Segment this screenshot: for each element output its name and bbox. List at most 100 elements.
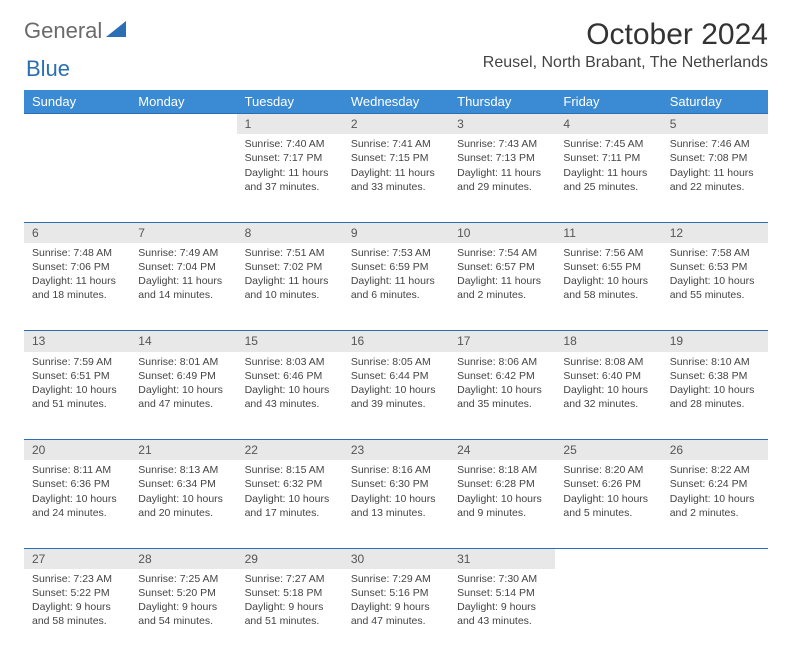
day-content: Sunrise: 8:13 AMSunset: 6:34 PMDaylight:… bbox=[130, 460, 236, 526]
daylight-line: Daylight: 10 hours and 28 minutes. bbox=[670, 383, 760, 411]
sunset-line: Sunset: 6:57 PM bbox=[457, 260, 547, 274]
sunset-line: Sunset: 6:46 PM bbox=[245, 369, 335, 383]
sunset-line: Sunset: 6:36 PM bbox=[32, 477, 122, 491]
content-row: Sunrise: 7:23 AMSunset: 5:22 PMDaylight:… bbox=[24, 569, 768, 657]
sunset-line: Sunset: 6:26 PM bbox=[563, 477, 653, 491]
day-cell bbox=[130, 134, 236, 222]
day-cell: Sunrise: 7:48 AMSunset: 7:06 PMDaylight:… bbox=[24, 243, 130, 331]
day-content: Sunrise: 7:30 AMSunset: 5:14 PMDaylight:… bbox=[449, 569, 555, 635]
sunset-line: Sunset: 6:30 PM bbox=[351, 477, 441, 491]
weekday-header: Thursday bbox=[449, 90, 555, 114]
daylight-line: Daylight: 10 hours and 24 minutes. bbox=[32, 492, 122, 520]
content-row: Sunrise: 7:40 AMSunset: 7:17 PMDaylight:… bbox=[24, 134, 768, 222]
content-row: Sunrise: 7:59 AMSunset: 6:51 PMDaylight:… bbox=[24, 352, 768, 440]
day-content: Sunrise: 7:23 AMSunset: 5:22 PMDaylight:… bbox=[24, 569, 130, 635]
sunrise-line: Sunrise: 7:43 AM bbox=[457, 137, 547, 151]
day-content: Sunrise: 7:54 AMSunset: 6:57 PMDaylight:… bbox=[449, 243, 555, 309]
day-cell: Sunrise: 7:27 AMSunset: 5:18 PMDaylight:… bbox=[237, 569, 343, 657]
sunset-line: Sunset: 7:08 PM bbox=[670, 151, 760, 165]
sunrise-line: Sunrise: 7:53 AM bbox=[351, 246, 441, 260]
daylight-line: Daylight: 9 hours and 43 minutes. bbox=[457, 600, 547, 628]
daynum-row: 6789101112 bbox=[24, 222, 768, 243]
sunrise-line: Sunrise: 8:10 AM bbox=[670, 355, 760, 369]
daylight-line: Daylight: 9 hours and 51 minutes. bbox=[245, 600, 335, 628]
day-content: Sunrise: 8:11 AMSunset: 6:36 PMDaylight:… bbox=[24, 460, 130, 526]
sunset-line: Sunset: 5:18 PM bbox=[245, 586, 335, 600]
sunrise-line: Sunrise: 8:13 AM bbox=[138, 463, 228, 477]
day-cell: Sunrise: 8:22 AMSunset: 6:24 PMDaylight:… bbox=[662, 460, 768, 548]
sunrise-line: Sunrise: 7:30 AM bbox=[457, 572, 547, 586]
sunrise-line: Sunrise: 8:06 AM bbox=[457, 355, 547, 369]
sunrise-line: Sunrise: 7:23 AM bbox=[32, 572, 122, 586]
day-content: Sunrise: 8:05 AMSunset: 6:44 PMDaylight:… bbox=[343, 352, 449, 418]
sunset-line: Sunset: 6:42 PM bbox=[457, 369, 547, 383]
day-content: Sunrise: 8:03 AMSunset: 6:46 PMDaylight:… bbox=[237, 352, 343, 418]
sunset-line: Sunset: 7:11 PM bbox=[563, 151, 653, 165]
daylight-line: Daylight: 10 hours and 58 minutes. bbox=[563, 274, 653, 302]
day-number-cell: 8 bbox=[237, 222, 343, 243]
sunset-line: Sunset: 7:13 PM bbox=[457, 151, 547, 165]
day-cell: Sunrise: 8:03 AMSunset: 6:46 PMDaylight:… bbox=[237, 352, 343, 440]
day-number-cell: 29 bbox=[237, 548, 343, 569]
daylight-line: Daylight: 11 hours and 33 minutes. bbox=[351, 166, 441, 194]
day-content: Sunrise: 8:22 AMSunset: 6:24 PMDaylight:… bbox=[662, 460, 768, 526]
day-cell: Sunrise: 7:41 AMSunset: 7:15 PMDaylight:… bbox=[343, 134, 449, 222]
sunset-line: Sunset: 5:14 PM bbox=[457, 586, 547, 600]
day-number-cell: 23 bbox=[343, 440, 449, 461]
daylight-line: Daylight: 11 hours and 18 minutes. bbox=[32, 274, 122, 302]
day-number-cell: 20 bbox=[24, 440, 130, 461]
sunset-line: Sunset: 7:02 PM bbox=[245, 260, 335, 274]
daylight-line: Daylight: 10 hours and 13 minutes. bbox=[351, 492, 441, 520]
sunset-line: Sunset: 6:44 PM bbox=[351, 369, 441, 383]
day-cell: Sunrise: 7:53 AMSunset: 6:59 PMDaylight:… bbox=[343, 243, 449, 331]
day-number-cell: 28 bbox=[130, 548, 236, 569]
day-cell: Sunrise: 8:10 AMSunset: 6:38 PMDaylight:… bbox=[662, 352, 768, 440]
day-number-cell: 7 bbox=[130, 222, 236, 243]
daylight-line: Daylight: 10 hours and 35 minutes. bbox=[457, 383, 547, 411]
weekday-header: Sunday bbox=[24, 90, 130, 114]
sunset-line: Sunset: 6:49 PM bbox=[138, 369, 228, 383]
day-content: Sunrise: 8:08 AMSunset: 6:40 PMDaylight:… bbox=[555, 352, 661, 418]
daylight-line: Daylight: 10 hours and 2 minutes. bbox=[670, 492, 760, 520]
day-cell: Sunrise: 8:01 AMSunset: 6:49 PMDaylight:… bbox=[130, 352, 236, 440]
day-cell bbox=[555, 569, 661, 657]
day-cell: Sunrise: 7:49 AMSunset: 7:04 PMDaylight:… bbox=[130, 243, 236, 331]
day-number-cell: 26 bbox=[662, 440, 768, 461]
day-cell: Sunrise: 7:54 AMSunset: 6:57 PMDaylight:… bbox=[449, 243, 555, 331]
sunrise-line: Sunrise: 7:45 AM bbox=[563, 137, 653, 151]
daylight-line: Daylight: 9 hours and 47 minutes. bbox=[351, 600, 441, 628]
day-content: Sunrise: 7:25 AMSunset: 5:20 PMDaylight:… bbox=[130, 569, 236, 635]
day-cell: Sunrise: 7:59 AMSunset: 6:51 PMDaylight:… bbox=[24, 352, 130, 440]
daylight-line: Daylight: 11 hours and 2 minutes. bbox=[457, 274, 547, 302]
location: Reusel, North Brabant, The Netherlands bbox=[483, 54, 768, 72]
sunset-line: Sunset: 6:28 PM bbox=[457, 477, 547, 491]
daylight-line: Daylight: 11 hours and 25 minutes. bbox=[563, 166, 653, 194]
title-block: October 2024 Reusel, North Brabant, The … bbox=[483, 18, 768, 72]
day-content: Sunrise: 7:40 AMSunset: 7:17 PMDaylight:… bbox=[237, 134, 343, 200]
day-cell: Sunrise: 8:05 AMSunset: 6:44 PMDaylight:… bbox=[343, 352, 449, 440]
weekday-header-row: Sunday Monday Tuesday Wednesday Thursday… bbox=[24, 90, 768, 114]
sunset-line: Sunset: 5:16 PM bbox=[351, 586, 441, 600]
day-content: Sunrise: 8:18 AMSunset: 6:28 PMDaylight:… bbox=[449, 460, 555, 526]
daylight-line: Daylight: 10 hours and 17 minutes. bbox=[245, 492, 335, 520]
day-content: Sunrise: 8:16 AMSunset: 6:30 PMDaylight:… bbox=[343, 460, 449, 526]
day-number-cell: 19 bbox=[662, 331, 768, 352]
sunrise-line: Sunrise: 8:16 AM bbox=[351, 463, 441, 477]
daylight-line: Daylight: 9 hours and 58 minutes. bbox=[32, 600, 122, 628]
weekday-header: Saturday bbox=[662, 90, 768, 114]
sunset-line: Sunset: 6:38 PM bbox=[670, 369, 760, 383]
daynum-row: 20212223242526 bbox=[24, 440, 768, 461]
day-cell: Sunrise: 7:56 AMSunset: 6:55 PMDaylight:… bbox=[555, 243, 661, 331]
sunset-line: Sunset: 6:59 PM bbox=[351, 260, 441, 274]
day-content: Sunrise: 7:43 AMSunset: 7:13 PMDaylight:… bbox=[449, 134, 555, 200]
day-cell: Sunrise: 7:45 AMSunset: 7:11 PMDaylight:… bbox=[555, 134, 661, 222]
day-cell: Sunrise: 8:13 AMSunset: 6:34 PMDaylight:… bbox=[130, 460, 236, 548]
day-cell: Sunrise: 8:18 AMSunset: 6:28 PMDaylight:… bbox=[449, 460, 555, 548]
weekday-header: Friday bbox=[555, 90, 661, 114]
day-number-cell: 22 bbox=[237, 440, 343, 461]
daynum-row: 12345 bbox=[24, 114, 768, 135]
sunset-line: Sunset: 7:15 PM bbox=[351, 151, 441, 165]
day-content: Sunrise: 8:20 AMSunset: 6:26 PMDaylight:… bbox=[555, 460, 661, 526]
sunrise-line: Sunrise: 7:49 AM bbox=[138, 246, 228, 260]
day-cell: Sunrise: 7:40 AMSunset: 7:17 PMDaylight:… bbox=[237, 134, 343, 222]
